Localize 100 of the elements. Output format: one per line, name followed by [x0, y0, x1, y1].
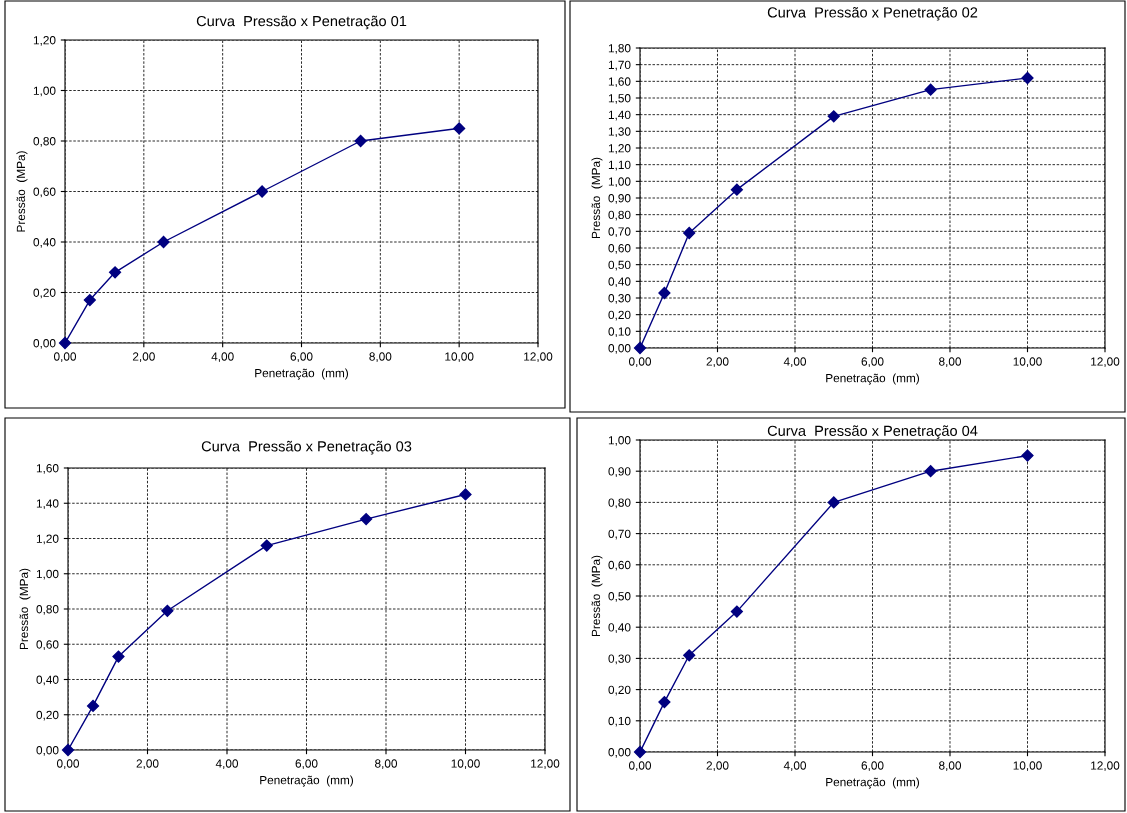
y-axis-title: Pressão (MPa) [591, 555, 603, 637]
x-tick-label: 4,00 [211, 352, 234, 363]
x-tick-label: 10,00 [451, 759, 480, 770]
x-tick-label: 0,00 [628, 357, 652, 368]
x-tick-label: 12,00 [531, 759, 560, 770]
x-tick-label: 6,00 [290, 352, 313, 363]
y-tick-label: 0,80 [608, 498, 631, 509]
y-tick-label: 0,60 [608, 244, 631, 254]
y-tick-label: 0,70 [608, 227, 631, 238]
x-axis-title: Penetração (mm) [826, 373, 920, 385]
point [260, 539, 273, 552]
y-tick-label: 0,70 [608, 529, 631, 540]
y-tick-label: 0,00 [608, 748, 631, 758]
chart-title: Curva Pressão x Penetração 01 [196, 15, 407, 30]
y-tick-label: 1,50 [608, 94, 631, 104]
point [157, 235, 170, 249]
x-tick-label: 8,00 [939, 761, 962, 772]
y-tick-label: 0,10 [608, 716, 631, 727]
point [730, 605, 743, 618]
point [161, 604, 174, 617]
x-tick-label: 2,00 [132, 352, 155, 363]
y-tick-label: 0,80 [33, 137, 56, 147]
x-axis-title: Penetração (mm) [260, 775, 354, 787]
y-axis-title: Pressão (MPa) [591, 157, 603, 239]
y-tick-label: 0,00 [608, 344, 631, 354]
y-tick-label: 0,20 [608, 685, 631, 696]
y-tick-label: 1,70 [608, 60, 631, 71]
chart-title: Curva Pressão x Penetração 04 [767, 425, 978, 439]
point [83, 293, 96, 307]
y-tick-label: 1,60 [608, 77, 631, 88]
y-tick-label: 1,00 [608, 177, 631, 188]
point [827, 110, 840, 123]
point [86, 699, 100, 713]
y-tick-label: 0,90 [608, 467, 631, 477]
point [924, 83, 937, 96]
y-tick-label: 0,40 [33, 238, 56, 248]
y-tick-label: 1,00 [33, 86, 56, 97]
y-tick-label: 0,10 [608, 327, 631, 338]
y-tick-label: 0,40 [36, 675, 59, 686]
x-tick-label: 2,00 [706, 761, 729, 772]
point [658, 695, 671, 709]
y-tick-label: 0,80 [608, 210, 631, 221]
x-tick-label: 0,00 [56, 759, 80, 770]
x-tick-label: 10,00 [1013, 761, 1042, 772]
y-tick-label: 1,40 [608, 110, 631, 121]
point [360, 513, 373, 526]
y-tick-label: 0,20 [33, 288, 56, 299]
y-tick-label: 0,00 [36, 746, 59, 756]
point [61, 743, 75, 757]
point [108, 266, 122, 279]
y-tick-label: 1,60 [36, 464, 59, 474]
y-tick-label: 0,50 [608, 592, 631, 602]
y-tick-label: 0,50 [608, 260, 631, 271]
y-tick-label: 0,60 [36, 640, 59, 651]
y-tick-label: 1,20 [33, 36, 56, 46]
x-tick-label: 6,00 [295, 759, 318, 770]
y-tick-label: 0,30 [608, 294, 631, 304]
point [1021, 71, 1034, 85]
y-axis-title: Pressão (MPa) [16, 151, 28, 232]
x-tick-label: 8,00 [375, 759, 398, 770]
point [924, 465, 937, 478]
chart-title: Curva Pressão x Penetração 02 [767, 6, 978, 21]
x-tick-label: 4,00 [783, 761, 807, 772]
point [1021, 449, 1034, 462]
x-tick-label: 2,00 [136, 759, 159, 770]
x-axis-title: Penetração (mm) [255, 368, 349, 380]
x-tick-label: 12,00 [524, 352, 553, 363]
point [453, 122, 466, 135]
y-tick-label: 0,90 [608, 194, 631, 204]
point [255, 185, 269, 198]
point [683, 649, 696, 662]
y-tick-label: 0,80 [36, 605, 59, 615]
x-tick-label: 6,00 [861, 357, 884, 368]
y-tick-label: 1,20 [36, 534, 59, 545]
y-tick-label: 0,30 [608, 654, 631, 665]
y-tick-label: 1,80 [608, 44, 631, 54]
chart-title: Curva Pressão x Penetração 03 [201, 440, 412, 455]
x-tick-label: 0,00 [628, 761, 652, 772]
point [633, 745, 647, 759]
y-tick-label: 1,30 [608, 127, 631, 138]
x-tick-label: 8,00 [369, 352, 392, 363]
y-tick-label: 0,00 [33, 339, 56, 349]
y-tick-label: 1,10 [608, 160, 631, 171]
x-tick-label: 10,00 [1013, 357, 1042, 368]
x-tick-label: 12,00 [1091, 357, 1120, 368]
point [112, 650, 125, 663]
y-tick-label: 1,00 [608, 436, 631, 446]
y-tick-label: 0,60 [608, 560, 631, 571]
x-axis-title: Penetração (mm) [826, 777, 920, 789]
y-tick-label: 1,40 [36, 499, 59, 510]
point [730, 183, 743, 196]
y-tick-label: 0,20 [36, 710, 59, 721]
x-tick-label: 10,00 [445, 352, 474, 363]
y-tick-label: 0,20 [608, 310, 631, 321]
point [827, 496, 840, 509]
x-tick-label: 12,00 [1091, 761, 1120, 772]
x-tick-label: 0,00 [53, 352, 77, 363]
y-tick-label: 1,00 [36, 569, 59, 580]
y-tick-label: 0,40 [608, 277, 631, 288]
y-tick-label: 0,40 [608, 623, 631, 633]
